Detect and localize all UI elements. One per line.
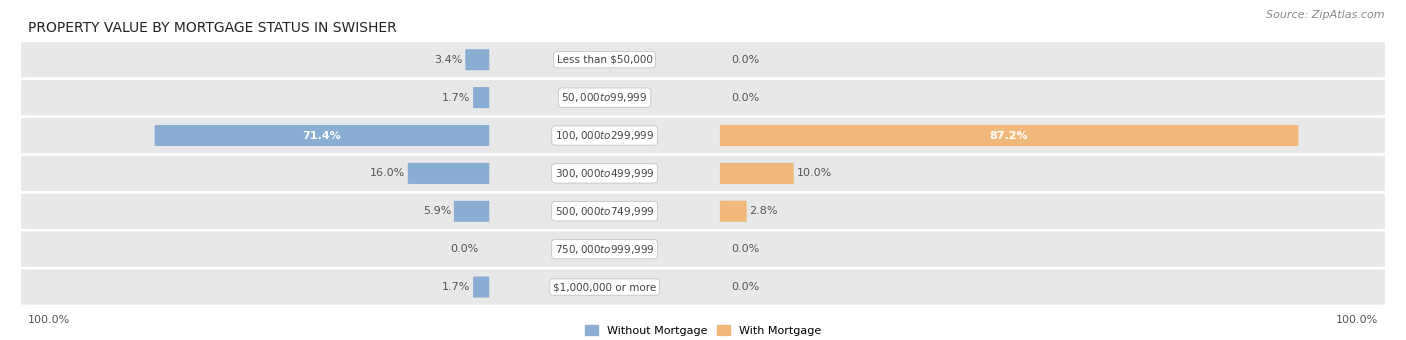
- Text: 0.0%: 0.0%: [731, 92, 759, 103]
- Text: $1,000,000 or more: $1,000,000 or more: [553, 282, 657, 292]
- Text: 0.0%: 0.0%: [731, 55, 759, 65]
- FancyBboxPatch shape: [21, 42, 1385, 78]
- Text: 16.0%: 16.0%: [370, 168, 405, 179]
- Text: 71.4%: 71.4%: [302, 131, 342, 140]
- FancyBboxPatch shape: [21, 80, 1385, 115]
- Text: 2.8%: 2.8%: [749, 206, 778, 216]
- Text: 100.0%: 100.0%: [28, 316, 70, 325]
- FancyBboxPatch shape: [408, 163, 489, 184]
- FancyBboxPatch shape: [454, 201, 489, 222]
- Text: PROPERTY VALUE BY MORTGAGE STATUS IN SWISHER: PROPERTY VALUE BY MORTGAGE STATUS IN SWI…: [28, 21, 396, 35]
- FancyBboxPatch shape: [21, 232, 1385, 267]
- Text: $750,000 to $999,999: $750,000 to $999,999: [555, 243, 654, 256]
- Text: 1.7%: 1.7%: [441, 92, 470, 103]
- Text: $500,000 to $749,999: $500,000 to $749,999: [555, 205, 654, 218]
- FancyBboxPatch shape: [465, 49, 489, 70]
- Text: 1.7%: 1.7%: [441, 282, 470, 292]
- FancyBboxPatch shape: [21, 194, 1385, 229]
- Text: 5.9%: 5.9%: [423, 206, 451, 216]
- FancyBboxPatch shape: [21, 269, 1385, 305]
- FancyBboxPatch shape: [720, 163, 793, 184]
- FancyBboxPatch shape: [472, 87, 489, 108]
- Text: 0.0%: 0.0%: [731, 244, 759, 254]
- Text: $50,000 to $99,999: $50,000 to $99,999: [561, 91, 648, 104]
- FancyBboxPatch shape: [472, 276, 489, 298]
- FancyBboxPatch shape: [21, 156, 1385, 191]
- Text: 3.4%: 3.4%: [434, 55, 463, 65]
- FancyBboxPatch shape: [720, 201, 747, 222]
- Legend: Without Mortgage, With Mortgage: Without Mortgage, With Mortgage: [581, 321, 825, 340]
- Text: $300,000 to $499,999: $300,000 to $499,999: [555, 167, 654, 180]
- Text: Source: ZipAtlas.com: Source: ZipAtlas.com: [1267, 10, 1385, 20]
- Text: 10.0%: 10.0%: [796, 168, 832, 179]
- Text: $100,000 to $299,999: $100,000 to $299,999: [555, 129, 654, 142]
- Text: 87.2%: 87.2%: [990, 131, 1028, 140]
- Text: 100.0%: 100.0%: [1336, 316, 1378, 325]
- FancyBboxPatch shape: [155, 125, 489, 146]
- FancyBboxPatch shape: [720, 125, 1298, 146]
- Text: Less than $50,000: Less than $50,000: [557, 55, 652, 65]
- Text: 0.0%: 0.0%: [731, 282, 759, 292]
- Text: 0.0%: 0.0%: [450, 244, 478, 254]
- FancyBboxPatch shape: [21, 118, 1385, 153]
